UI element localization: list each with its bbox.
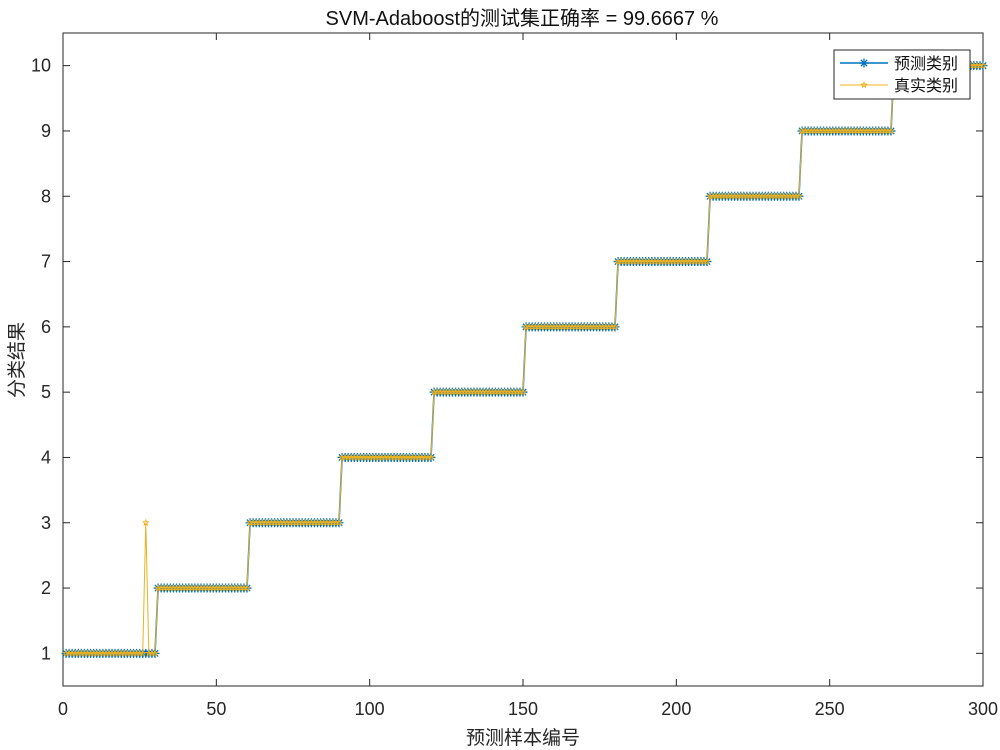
legend-label-true: 真实类别 [894, 76, 958, 95]
y-tick-label: 1 [41, 643, 51, 663]
plot-area [62, 32, 984, 687]
legend-marker-predicted [859, 58, 869, 68]
y-tick-label: 10 [31, 56, 51, 76]
y-tick-label: 4 [41, 447, 51, 467]
y-axis: 1 2 3 4 5 6 7 8 9 10 [31, 56, 983, 663]
true-point [427, 453, 435, 461]
x-tick-label: 150 [508, 699, 538, 719]
y-tick-label: 8 [41, 186, 51, 206]
y-axis-label: 分类结果 [6, 322, 28, 398]
true-point [142, 518, 150, 526]
true-point [611, 322, 619, 331]
true-point [979, 61, 987, 69]
y-tick-label: 2 [41, 578, 51, 598]
legend: 预测类别 真实类别 [833, 49, 971, 100]
legend-label-predicted: 预测类别 [894, 54, 958, 73]
true-point [138, 649, 147, 657]
x-tick-label: 50 [206, 699, 226, 719]
x-tick-label: 200 [661, 699, 691, 719]
legend-item-true [840, 81, 888, 89]
y-tick-label: 7 [41, 252, 51, 272]
y-tick-label: 9 [41, 121, 51, 141]
x-tick-label: 100 [355, 699, 385, 719]
x-axis: 0 50 100 150 200 250 300 [58, 33, 998, 719]
true-point [703, 257, 711, 265]
legend-marker-true [860, 81, 868, 89]
y-tick-label: 6 [41, 317, 51, 337]
x-tick-label: 0 [58, 699, 68, 719]
legend-item-predicted [840, 58, 888, 68]
true-point [335, 518, 343, 526]
true-point [151, 649, 159, 657]
true-point [519, 388, 527, 396]
x-tick-label: 300 [968, 699, 998, 719]
true-point [795, 192, 803, 200]
x-axis-label: 预测样本编号 [466, 727, 580, 749]
x-tick-label: 250 [815, 699, 845, 719]
y-tick-label: 3 [41, 513, 51, 533]
true-point [243, 584, 251, 592]
true-line [66, 65, 983, 654]
chart-title: SVM-Adaboost的测试集正确率 = 99.6667 % [326, 7, 719, 30]
y-tick-label: 5 [41, 382, 51, 402]
legend-box [833, 49, 971, 100]
true-point [887, 126, 895, 135]
